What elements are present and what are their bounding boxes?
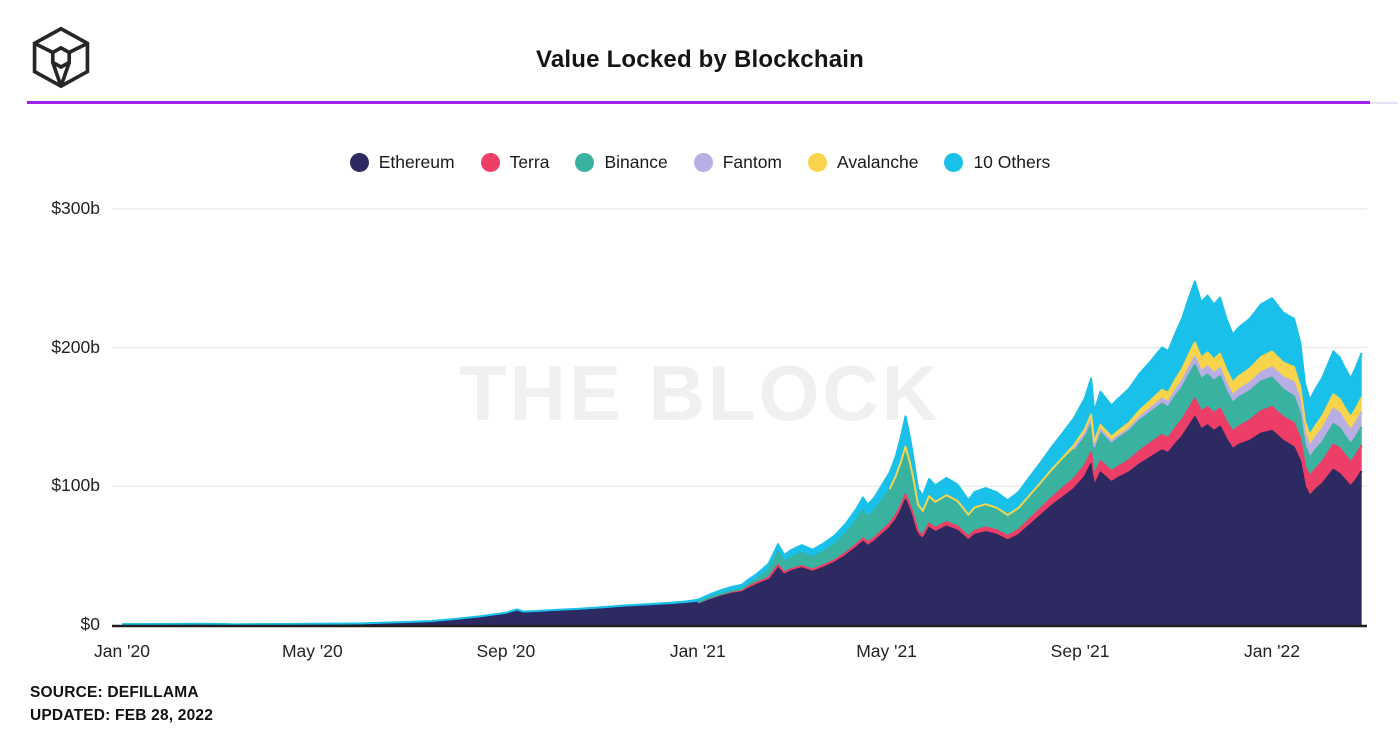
x-axis-tick-label: Sep '21 xyxy=(1050,641,1110,661)
x-axis-tick-label: May '21 xyxy=(856,641,917,661)
updated-line: UPDATED: FEB 28, 2022 xyxy=(30,707,214,724)
legend-label-fantom: Fantom xyxy=(722,151,783,172)
legend-item-fantom[interactable]: Fantom xyxy=(693,151,783,173)
fantom-swatch-icon xyxy=(693,152,713,172)
ethereum-swatch-icon xyxy=(349,152,369,172)
x-axis-tick-label: May '20 xyxy=(281,641,343,661)
legend-label-binance: Binance xyxy=(604,151,668,172)
edge-10-others xyxy=(121,280,1363,626)
x-axis-tick-label: Sep '20 xyxy=(476,641,536,661)
source-line: SOURCE: DEFILLAMA xyxy=(30,684,199,701)
binance-swatch-icon xyxy=(575,152,595,172)
area-10-others xyxy=(122,281,1362,625)
y-axis-tick-label: $0 xyxy=(80,614,100,634)
chart-legend: Ethereum Terra Binance Fantom Avalanche 10 Ot… xyxy=(0,148,1400,176)
the-block-cube-logo-icon xyxy=(32,26,90,89)
edge-ethereum xyxy=(121,416,1363,626)
legend-item-binance[interactable]: Binance xyxy=(575,151,668,173)
source-note: SOURCE: DEFILLAMA UPDATED: FEB 28, 2022 xyxy=(30,681,213,727)
x-axis-tick-label: Jan '22 xyxy=(1244,641,1300,661)
header-divider-tail xyxy=(1370,102,1398,104)
header-divider xyxy=(27,101,1370,104)
legend-item-ethereum[interactable]: Ethereum xyxy=(349,151,455,173)
legend-label-terra: Terra xyxy=(509,151,550,172)
page-title: Value Locked by Blockchain xyxy=(536,46,864,73)
area-ethereum xyxy=(122,417,1362,625)
legend-label-10-others: 10 Others xyxy=(973,151,1051,172)
legend-item-avalanche[interactable]: Avalanche xyxy=(808,152,918,173)
x-axis-tick-label: Jan '20 xyxy=(94,641,150,661)
legend-label-avalanche: Avalanche xyxy=(837,151,919,172)
y-axis-tick-label: $300b xyxy=(51,197,100,218)
x-axis-tick-label: Jan '21 xyxy=(669,641,726,661)
watermark: THE BLOCK xyxy=(459,349,941,437)
terra-swatch-icon xyxy=(480,152,500,172)
legend-label-ethereum: Ethereum xyxy=(378,151,455,172)
avalanche-swatch-icon xyxy=(808,152,828,172)
legend-item-terra[interactable]: Terra xyxy=(480,151,550,173)
legend-item-10-others[interactable]: 10 Others xyxy=(944,152,1050,173)
y-axis-tick-label: $100b xyxy=(51,475,100,496)
10-others-swatch-icon xyxy=(944,152,964,172)
